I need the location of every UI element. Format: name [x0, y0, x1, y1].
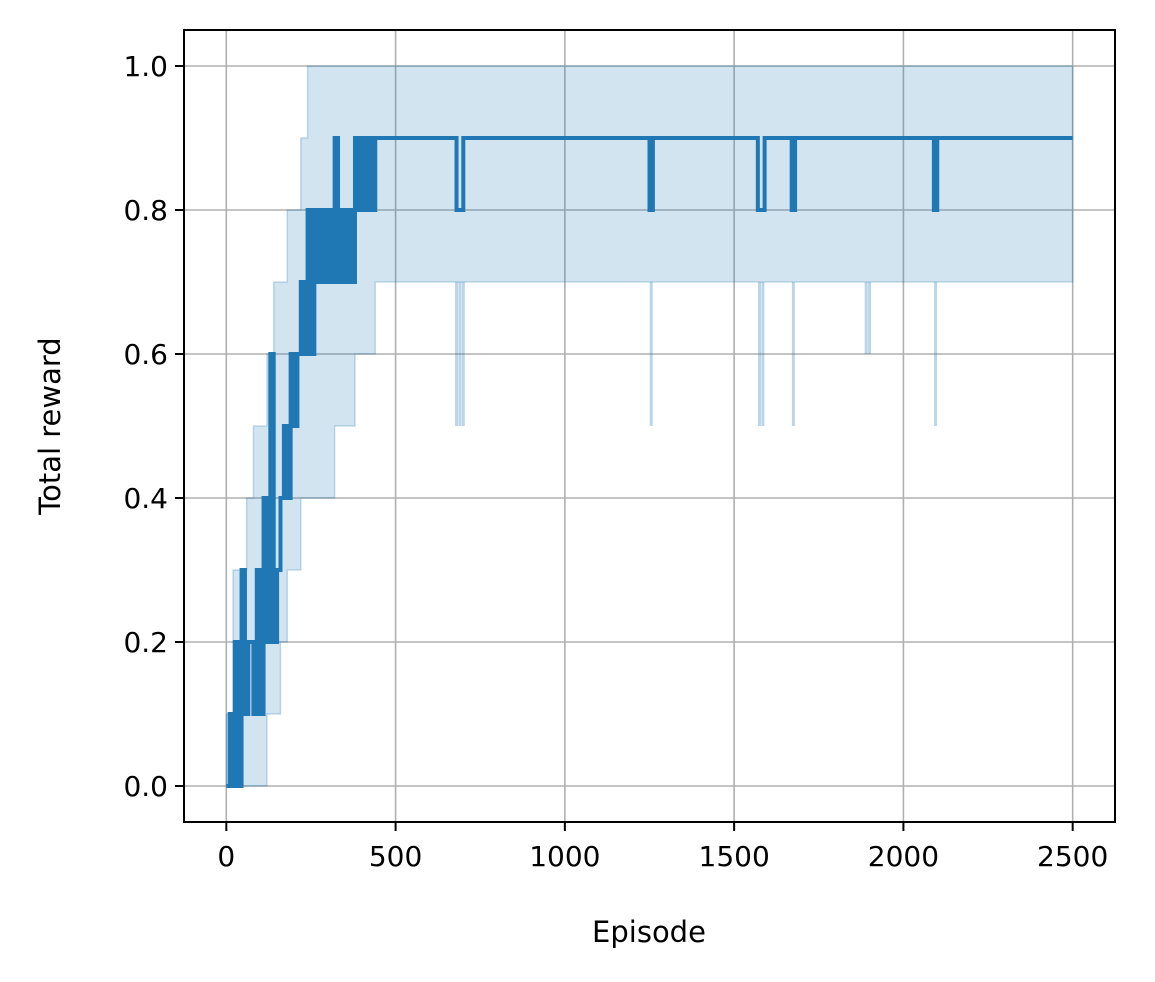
y-axis-ticks: 0.0 0.2 0.4 0.6 0.8 1.0 [123, 50, 184, 803]
y-axis-label: Total reward [33, 337, 67, 515]
series-line [226, 136, 1073, 788]
y-tick-label: 0.6 [123, 338, 168, 371]
y-tick-label: 0.2 [123, 626, 168, 659]
x-tick-label: 0 [217, 840, 235, 873]
y-tick-label: 0.8 [123, 194, 168, 227]
series-layer [226, 136, 1073, 788]
x-tick-label: 2000 [868, 840, 939, 873]
y-tick-label: 1.0 [123, 50, 168, 83]
y-tick-label: 0.4 [123, 482, 168, 515]
x-tick-label: 500 [369, 840, 422, 873]
x-tick-label: 1500 [699, 840, 770, 873]
x-tick-label: 2500 [1037, 840, 1108, 873]
x-tick-label: 1000 [529, 840, 600, 873]
x-axis-ticks: 0 500 1000 1500 2000 2500 [217, 822, 1108, 873]
x-axis-label: Episode [592, 915, 706, 949]
plot-frame [183, 29, 1116, 823]
y-tick-label: 0.0 [123, 770, 168, 803]
